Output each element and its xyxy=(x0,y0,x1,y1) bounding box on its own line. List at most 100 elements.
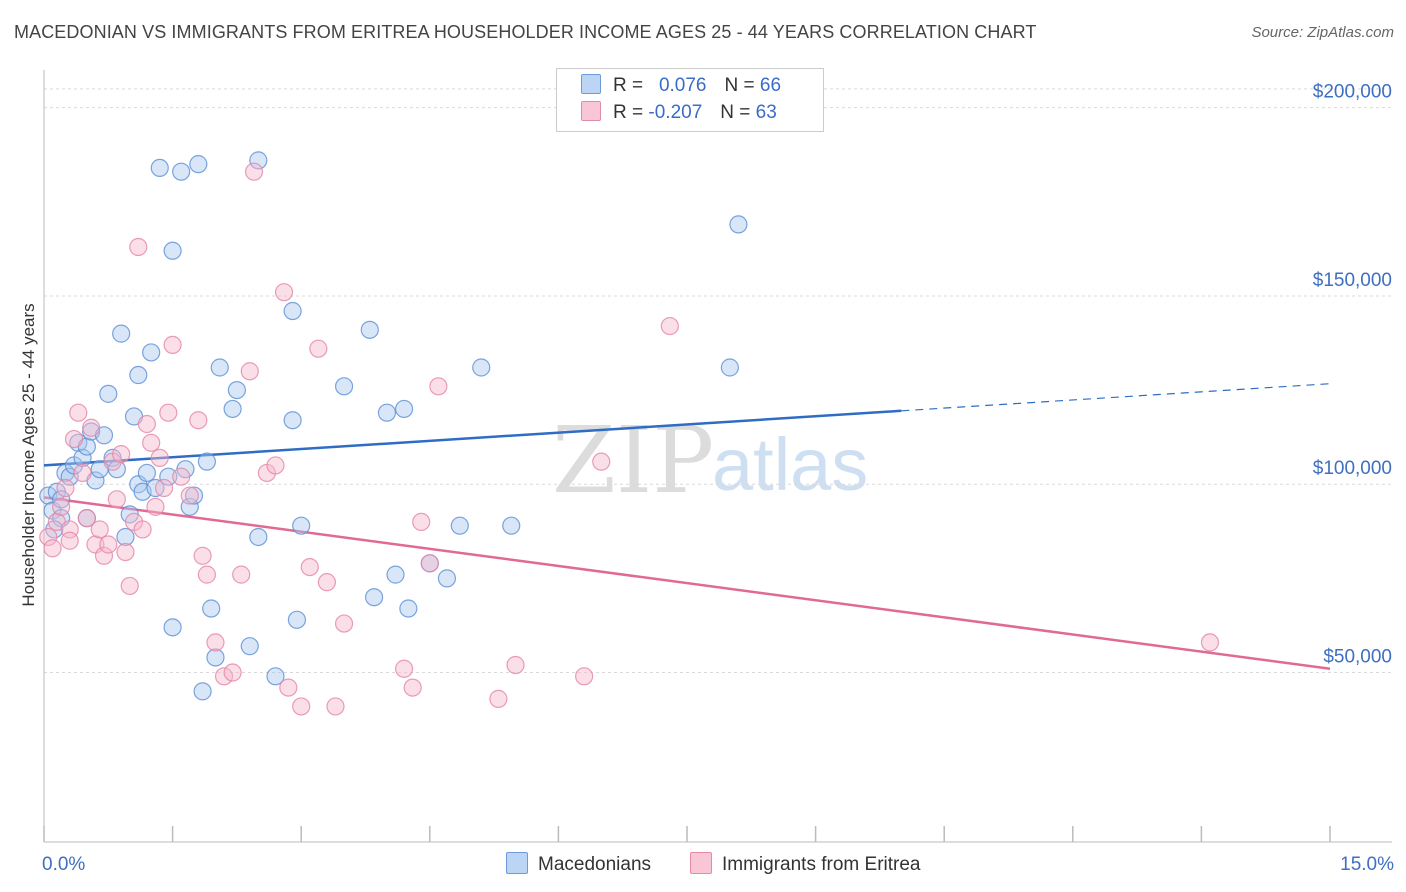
macedonian-point xyxy=(720,358,739,377)
macedonian-point xyxy=(189,155,208,174)
macedonian-point xyxy=(240,637,259,656)
grid xyxy=(44,88,1392,674)
eritrea-point xyxy=(99,535,118,554)
eritrea-point xyxy=(244,162,264,181)
macedonian-point xyxy=(399,599,418,618)
legend-item-eritrea: Immigrants from Eritrea xyxy=(690,852,920,876)
macedonian-point xyxy=(112,324,131,343)
eritrea-point xyxy=(223,663,242,682)
legend-n-value: 63 xyxy=(755,102,777,123)
eritrea-point xyxy=(112,445,131,464)
y-tick-labels: $50,000 $100,000 $150,000 $200,000 xyxy=(1313,82,1392,668)
eritrea-point xyxy=(214,667,234,686)
macedonian-point xyxy=(292,516,311,535)
y-tick-label: $150,000 xyxy=(1313,270,1392,291)
macedonian-point xyxy=(472,358,491,377)
eritrea-point xyxy=(142,433,161,452)
chart-source: Source: ZipAtlas.com xyxy=(1251,24,1394,41)
legend-n-label: N = xyxy=(724,75,755,96)
eritrea-point xyxy=(129,237,148,257)
eritrea-point xyxy=(394,659,414,678)
eritrea-point xyxy=(575,667,594,686)
macedonian-point xyxy=(99,384,118,403)
legend-label: Macedonians xyxy=(538,854,652,875)
macedonian-point xyxy=(266,667,285,686)
eritrea-point xyxy=(90,520,109,539)
eritrea-point xyxy=(309,339,328,358)
macedonian-point xyxy=(163,618,182,637)
macedonian-point xyxy=(729,215,748,234)
eritrea-point xyxy=(94,546,114,565)
eritrea-point xyxy=(163,335,182,355)
eritrea-point xyxy=(154,478,174,498)
eritrea-point xyxy=(317,573,337,592)
macedonian-point xyxy=(450,516,469,535)
macedonian-point xyxy=(73,448,92,467)
data-points xyxy=(39,151,1220,716)
macedonian-point xyxy=(227,380,246,400)
macedonian-point xyxy=(52,490,71,509)
macedonian-point xyxy=(502,516,521,535)
macedonian-point xyxy=(163,241,182,260)
legend-swatch-blue xyxy=(506,852,528,874)
eritrea-point xyxy=(189,411,208,430)
x-tick-labels: 0.0% 15.0% xyxy=(42,854,1394,875)
eritrea-point xyxy=(69,403,88,422)
eritrea-point xyxy=(403,678,422,697)
eritrea-point xyxy=(292,697,311,716)
eritrea-point xyxy=(266,456,285,475)
macedonian-point xyxy=(159,467,178,486)
macedonian-point xyxy=(249,527,268,547)
eritrea-point xyxy=(592,452,611,471)
legend-swatch-blue xyxy=(581,74,601,94)
macedonian-point xyxy=(129,365,148,385)
macedonian-point xyxy=(287,610,307,629)
eritrea-point xyxy=(159,403,178,422)
macedonian-point xyxy=(193,682,212,701)
trend-lines xyxy=(43,383,1331,671)
eritrea-point xyxy=(52,497,71,516)
legend-r-label: R = xyxy=(613,102,644,123)
macedonian-point xyxy=(172,162,191,181)
eritrea-point xyxy=(197,565,216,584)
macedonian-point xyxy=(150,158,169,178)
eritrea-point xyxy=(172,467,191,486)
eritrea-point xyxy=(116,542,135,562)
axes xyxy=(43,70,1392,843)
eritrea-point xyxy=(429,377,448,396)
eritrea-point xyxy=(180,486,199,505)
macedonian-point xyxy=(437,569,457,588)
macedonian-trend-extension xyxy=(901,383,1331,412)
macedonian-trend-line xyxy=(43,409,902,467)
eritrea-point xyxy=(73,463,92,483)
x-tick-label: 0.0% xyxy=(42,854,85,875)
macedonian-point xyxy=(386,565,405,584)
y-tick-label: $100,000 xyxy=(1313,458,1392,479)
eritrea-point xyxy=(420,554,439,573)
macedonian-point xyxy=(223,399,242,419)
eritrea-point xyxy=(107,490,126,509)
macedonian-point xyxy=(334,377,354,396)
eritrea-point xyxy=(82,418,101,437)
legend-label: Immigrants from Eritrea xyxy=(722,854,921,875)
macedonian-point xyxy=(283,301,302,321)
eritrea-point xyxy=(240,362,259,381)
macedonian-point xyxy=(116,527,135,547)
eritrea-point xyxy=(56,478,75,498)
eritrea-point xyxy=(120,576,139,596)
eritrea-point xyxy=(137,414,156,434)
eritrea-point xyxy=(150,448,169,467)
legend-swatch-pink xyxy=(581,101,601,121)
legend-r-value: 0.076 xyxy=(658,75,707,96)
y-tick-label: $200,000 xyxy=(1313,82,1392,103)
macedonian-point xyxy=(184,486,204,505)
legend-row-macedonians: R = 0.076 N = 66 xyxy=(581,74,781,100)
legend-item-macedonians: Macedonians xyxy=(506,852,651,876)
eritrea-point xyxy=(326,697,345,716)
eritrea-point xyxy=(1200,633,1220,652)
eritrea-trend-line xyxy=(43,496,1331,671)
eritrea-point xyxy=(412,512,431,532)
eritrea-point xyxy=(133,520,152,539)
watermark-atlas: atlas xyxy=(712,423,868,506)
